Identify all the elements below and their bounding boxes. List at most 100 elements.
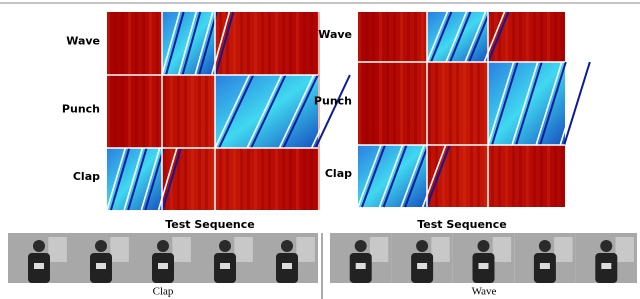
person-head — [600, 240, 613, 252]
match-diagonal — [140, 147, 161, 211]
texture — [177, 12, 180, 210]
match-diagonal — [177, 11, 197, 76]
match-diagonal — [464, 11, 487, 63]
texture — [142, 12, 145, 210]
texture — [421, 12, 424, 207]
texture — [163, 12, 166, 210]
caption: Clap — [153, 286, 174, 298]
person-head — [33, 240, 45, 252]
match-diagonal-shade — [165, 11, 185, 76]
texture — [156, 12, 159, 210]
texture — [379, 12, 382, 207]
texture — [414, 12, 417, 207]
texture — [407, 12, 410, 207]
match-diagonal — [400, 144, 425, 208]
row-label: Punch — [314, 95, 352, 108]
match-diagonal — [214, 74, 251, 149]
person-hands — [539, 263, 550, 269]
match-diagonal-shade — [425, 144, 451, 208]
row-label: Wave — [66, 35, 100, 48]
texture — [449, 12, 452, 207]
match-diagonal-shade — [314, 74, 351, 149]
person-head — [95, 240, 107, 252]
row-label: Clap — [325, 167, 352, 180]
match-block — [215, 75, 318, 148]
texture — [393, 12, 396, 207]
frame-wall — [431, 237, 450, 262]
frame-wall — [615, 237, 634, 262]
person-hands — [220, 263, 230, 269]
match-diagonal-shade — [198, 11, 218, 76]
match-diagonal-shade — [563, 61, 591, 146]
similarity-matrix — [357, 11, 591, 208]
texture — [149, 12, 152, 210]
match-diagonal-shade — [218, 74, 255, 149]
person-head — [416, 240, 429, 252]
texture — [484, 12, 487, 207]
frame-wall — [48, 237, 67, 262]
match-diagonal — [278, 74, 315, 149]
person-head — [477, 240, 490, 252]
texture — [470, 12, 473, 207]
match-diagonal-shade — [468, 11, 491, 63]
person-hands — [355, 263, 366, 269]
match-diagonal — [123, 147, 144, 211]
match-diagonal — [487, 61, 515, 146]
frame-wall — [554, 237, 573, 262]
frame-wall — [369, 237, 389, 262]
frame-wall — [234, 237, 253, 262]
match-diagonal — [445, 11, 468, 63]
match-diagonal-shade — [181, 11, 202, 76]
texture — [428, 12, 431, 207]
person-head — [219, 240, 231, 252]
match-diagonal-shade — [515, 61, 543, 146]
frame-wall — [110, 237, 129, 262]
person-hands — [601, 263, 612, 269]
row-label: Clap — [73, 170, 100, 183]
person-hands — [417, 263, 428, 269]
texture — [358, 12, 361, 207]
texture — [372, 12, 375, 207]
texture — [400, 12, 403, 207]
match-diagonal — [106, 147, 127, 211]
match-diagonal — [194, 11, 214, 76]
match-diagonal — [535, 61, 563, 146]
match-diagonal-shade — [487, 11, 510, 63]
match-diagonal — [310, 74, 347, 149]
texture — [212, 12, 215, 210]
similarity-matrix — [106, 11, 351, 211]
match-diagonal-shade — [430, 11, 453, 63]
match-diagonal-shade — [382, 144, 408, 208]
match-diagonal — [246, 74, 283, 149]
texture — [198, 12, 201, 210]
match-diagonal-shade — [144, 147, 165, 211]
texture — [463, 12, 466, 207]
texture — [317, 12, 320, 210]
texture — [128, 12, 131, 210]
match-diagonal-shade — [250, 74, 287, 149]
frame-strip — [330, 233, 637, 283]
match-diagonal — [511, 61, 539, 146]
match-diagonal-shade — [214, 11, 235, 76]
person-head — [157, 240, 169, 252]
texture — [114, 12, 117, 210]
texture — [442, 12, 445, 207]
person-hands — [282, 263, 292, 269]
match-diagonal — [378, 144, 404, 208]
texture — [477, 12, 480, 207]
frame-wall — [492, 237, 512, 262]
texture — [386, 12, 389, 207]
person-head — [538, 240, 551, 252]
row-label: Wave — [318, 28, 352, 41]
match-diagonal-shade — [449, 11, 472, 63]
match-diagonal-shade — [127, 147, 148, 211]
caption: Wave — [472, 286, 497, 298]
texture — [184, 12, 187, 210]
texture — [191, 12, 194, 210]
match-diagonal-shade — [161, 147, 182, 211]
match-diagonal-shade — [404, 144, 430, 208]
frame-wall — [296, 237, 315, 262]
texture — [121, 12, 124, 210]
person-hands — [96, 263, 106, 269]
